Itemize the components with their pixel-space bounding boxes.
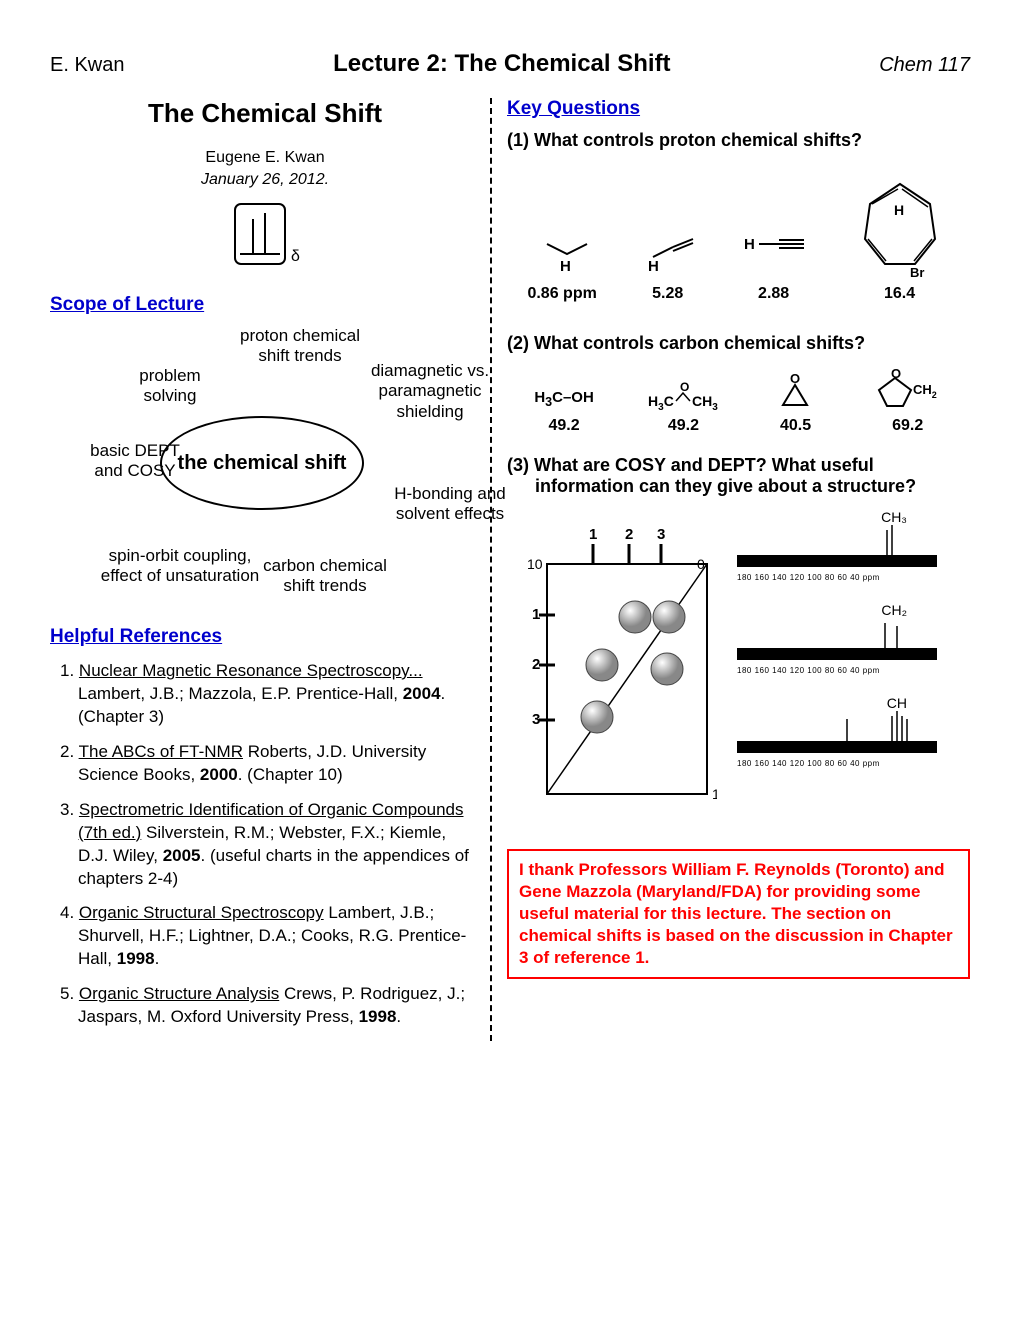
proton-shift-row: H 0.86 ppm H 5.28 H (507, 169, 970, 303)
cosy-dept-figure: 1 2 3 10 0 1 2 3 (507, 509, 970, 829)
shift-cell: H 0.86 ppm (527, 209, 596, 303)
svg-text:CH3: CH3 (692, 393, 718, 411)
spectrum: CH 180 160 140 120 100 80 60 40 ppm (737, 695, 937, 768)
key-questions-heading: Key Questions (507, 98, 970, 120)
question-1: (1) What controls proton chemical shifts… (507, 130, 970, 151)
mindmap-node: basic DEPT and COSY (85, 441, 185, 482)
svg-text:3: 3 (657, 526, 665, 543)
scope-heading: Scope of Lecture (50, 294, 480, 316)
mindmap-node: proton chemical shift trends (230, 326, 370, 367)
shift-cell: H3C–OH 49.2 (534, 389, 593, 435)
svg-text:H: H (648, 258, 659, 275)
svg-text:H: H (744, 236, 755, 253)
mindmap-center: the chemical shift (160, 416, 364, 510)
svg-text:δ: δ (291, 248, 300, 265)
thf-icon: O CH2 (873, 366, 943, 411)
ethane-icon: H (532, 209, 592, 279)
svg-text:2: 2 (625, 526, 633, 543)
carbon-shift-row: H3C–OH 49.2 H3C O CH3 49.2 O (507, 366, 970, 435)
mindmap: the chemical shift proton chemical shift… (50, 326, 480, 606)
reference-item: 3. Spectrometric Identification of Organ… (60, 799, 480, 891)
svg-text:H3C: H3C (648, 393, 674, 411)
spectrum: CH₃ 180 160 140 120 100 80 60 40 ppm (737, 509, 937, 582)
svg-text:10: 10 (527, 556, 543, 572)
svg-text:10: 10 (712, 786, 717, 802)
nmr-icon: δ (225, 199, 305, 274)
spectrum: CH₂ 180 160 140 120 100 80 60 40 ppm (737, 602, 937, 675)
page-header: E. Kwan Lecture 2: The Chemical Shift Ch… (50, 50, 970, 78)
question-3: (3) What are COSY and DEPT? What useful … (507, 455, 970, 497)
mindmap-node: carbon chemical shift trends (260, 556, 390, 597)
reference-item: 5. Organic Structure Analysis Crews, P. … (60, 983, 480, 1029)
right-column: Key Questions (1) What controls proton c… (490, 98, 970, 1041)
page-title: The Chemical Shift (50, 98, 480, 129)
shift-cell: H 2.88 (739, 209, 809, 303)
acknowledgment-box: I thank Professors William F. Reynolds (… (507, 849, 970, 979)
references: 1. Nuclear Magnetic Resonance Spectrosco… (50, 660, 480, 1029)
mindmap-node: spin-orbit coupling, effect of unsaturat… (95, 546, 265, 587)
epoxide-icon: O (773, 371, 818, 411)
refs-heading: Helpful References (50, 626, 480, 648)
lecture-date: January 26, 2012. (50, 171, 480, 189)
left-column: The Chemical Shift Eugene E. Kwan Januar… (50, 98, 490, 1041)
mindmap-node: H-bonding and solvent effects (390, 484, 510, 525)
dme-icon: H3C O CH3 (648, 381, 718, 411)
shift-cell: O 40.5 (773, 371, 818, 435)
reference-item: 4. Organic Structural Spectroscopy Lambe… (60, 902, 480, 971)
dept-spectra: CH₃ 180 160 140 120 100 80 60 40 ppm CH₂… (737, 509, 937, 788)
mindmap-node: diamagnetic vs. paramagnetic shielding (370, 361, 490, 422)
reference-item: 2. The ABCs of FT-NMR Roberts, J.D. Univ… (60, 741, 480, 787)
cosy-plot: 1 2 3 10 0 1 2 3 (507, 519, 717, 819)
annulene-icon: H Br (850, 169, 950, 279)
question-2: (2) What controls carbon chemical shifts… (507, 333, 970, 354)
shift-cell: O CH2 69.2 (873, 366, 943, 435)
svg-text:1: 1 (589, 526, 597, 543)
acetylene-icon: H (739, 209, 809, 279)
ethylene-icon: H (638, 209, 698, 279)
header-course: Chem 117 (879, 54, 970, 77)
reference-item: 1. Nuclear Magnetic Resonance Spectrosco… (60, 660, 480, 729)
svg-text:Br: Br (910, 265, 924, 279)
mindmap-node: problem solving (130, 366, 210, 407)
shift-cell: H3C O CH3 49.2 (648, 381, 718, 435)
header-title: Lecture 2: The Chemical Shift (333, 50, 670, 78)
svg-text:H: H (560, 258, 571, 275)
author-name: Eugene E. Kwan (50, 149, 480, 167)
shift-cell: H Br 16.4 (850, 169, 950, 303)
svg-text:CH2: CH2 (913, 382, 937, 400)
shift-cell: H 5.28 (638, 209, 698, 303)
svg-text:H: H (894, 202, 904, 218)
header-author: E. Kwan (50, 54, 124, 77)
svg-text:O: O (680, 381, 689, 394)
